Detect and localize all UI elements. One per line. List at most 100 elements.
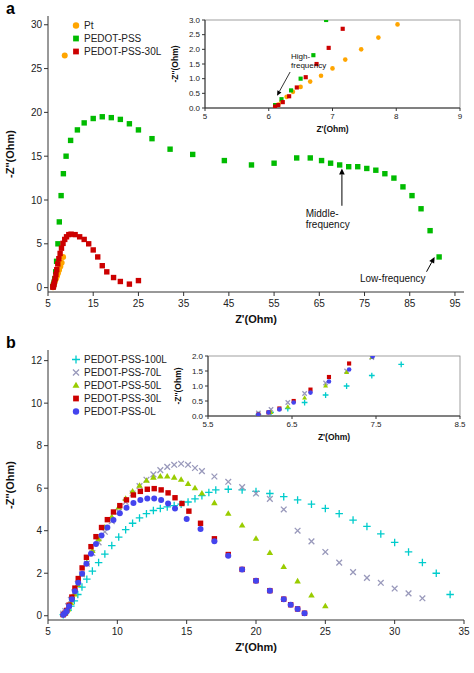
legend-label: PEDOT-PSS-30L: [84, 46, 162, 57]
point: [281, 596, 287, 602]
point: [57, 251, 62, 256]
y-tick: [202, 49, 205, 50]
point: [127, 121, 132, 126]
point: [286, 400, 290, 404]
figure: 5152535455565758595051015202530Z'(Ohm)-Z…: [0, 0, 474, 673]
point: [115, 504, 122, 510]
point: [225, 510, 232, 516]
x-tick: [48, 292, 49, 296]
point: [137, 497, 143, 503]
x-tick-label: 15: [88, 298, 100, 309]
x-tick-label: 45: [223, 298, 235, 309]
point: [144, 477, 150, 483]
y-axis-label: -Z''(Ohm): [170, 45, 180, 82]
point: [93, 534, 98, 539]
y-tick-label: 0: [36, 610, 42, 621]
x-tick-label: 15: [181, 626, 193, 637]
annotation-arrowhead: [429, 257, 434, 264]
x-tick-label: 95: [449, 298, 461, 309]
point: [88, 551, 94, 557]
point: [239, 567, 244, 572]
point: [149, 136, 154, 141]
series: [256, 356, 374, 415]
inset-frame: [208, 356, 460, 416]
point: [364, 166, 369, 171]
point: [158, 487, 163, 492]
x-tick: [376, 416, 377, 419]
point: [185, 480, 192, 486]
y-tick-label: 2.0: [189, 45, 201, 54]
y-tick: [44, 360, 48, 361]
x-tick: [396, 108, 397, 111]
point: [294, 155, 299, 160]
point: [198, 526, 204, 532]
legend-marker: [73, 408, 79, 414]
point: [136, 482, 143, 488]
legend-label: PEDOT-PSS-0L: [84, 406, 156, 417]
point: [225, 553, 231, 559]
point: [115, 533, 123, 541]
x-axis-label: Z'(Ohm): [316, 124, 348, 134]
point: [138, 489, 143, 494]
x-tick-label: 5: [45, 626, 51, 637]
point: [136, 127, 141, 132]
x-tick: [256, 620, 257, 624]
point: [63, 153, 68, 158]
point: [359, 47, 364, 52]
point: [327, 46, 331, 50]
point: [101, 550, 109, 558]
y-tick: [44, 403, 48, 404]
point: [123, 505, 129, 511]
point: [364, 575, 370, 581]
point: [57, 219, 62, 224]
point: [280, 493, 288, 501]
point: [152, 486, 157, 491]
point: [378, 580, 384, 586]
point: [124, 497, 129, 502]
x-tick: [93, 292, 94, 296]
point: [405, 548, 413, 556]
series: [60, 473, 329, 617]
point: [225, 479, 231, 485]
series: [50, 52, 68, 290]
x-tick-label: 10: [112, 626, 124, 637]
panel: 5152535455565758595051015202530Z'(Ohm)-Z…: [4, 0, 464, 325]
point: [179, 501, 184, 506]
point: [323, 392, 329, 398]
inset: 567890.00.51.01.52.02.53.0Z'(Ohm)-Z''(Oh…: [170, 16, 463, 134]
point: [79, 571, 85, 577]
point: [308, 592, 315, 598]
point: [104, 525, 110, 531]
x-tick-label: 7: [330, 112, 335, 121]
point: [419, 559, 427, 567]
point: [322, 549, 328, 555]
point: [253, 491, 259, 497]
point: [281, 507, 287, 513]
point: [68, 138, 73, 143]
point: [211, 538, 217, 544]
point: [319, 158, 324, 163]
point: [111, 509, 116, 514]
point: [186, 508, 191, 513]
y-tick-label: 12: [31, 355, 43, 366]
point: [129, 520, 137, 528]
point: [151, 495, 157, 501]
y-tick-label: 1.0: [192, 382, 204, 391]
point: [433, 569, 441, 577]
series: [273, 20, 328, 107]
panel-label: a: [6, 0, 15, 17]
x-tick-label: 25: [320, 626, 332, 637]
point: [192, 465, 198, 471]
y-tick-label: 2: [36, 568, 42, 579]
legend-label: Pt: [84, 20, 94, 31]
legend-marker: [73, 369, 79, 375]
point: [256, 412, 262, 416]
x-tick-label: 75: [359, 298, 371, 309]
legend-marker: [73, 396, 79, 402]
point: [110, 517, 116, 523]
annotation-line: Low-frequency: [360, 273, 426, 284]
series: [60, 495, 307, 617]
point: [400, 184, 405, 189]
series: [256, 356, 374, 416]
point: [281, 596, 286, 601]
